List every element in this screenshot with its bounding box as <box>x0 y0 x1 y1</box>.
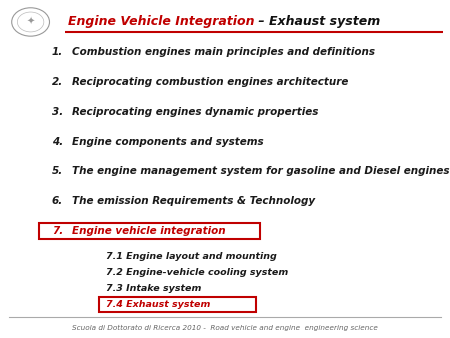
Text: Engine Vehicle Integration – Exhaust system: Engine Vehicle Integration – Exhaust sys… <box>98 15 410 28</box>
Text: 3.: 3. <box>52 107 63 117</box>
Text: 4.: 4. <box>52 137 63 147</box>
Text: – Exhaust system: – Exhaust system <box>254 15 381 28</box>
Text: Reciprocating combustion engines architecture: Reciprocating combustion engines archite… <box>72 77 348 87</box>
Text: 5.: 5. <box>52 166 63 176</box>
Text: 2.: 2. <box>52 77 63 87</box>
Text: 7.2 Engine-vehicle cooling system: 7.2 Engine-vehicle cooling system <box>106 268 288 277</box>
Text: 7.4 Exhaust system: 7.4 Exhaust system <box>106 300 210 309</box>
FancyBboxPatch shape <box>39 223 260 239</box>
Text: 1.: 1. <box>52 47 63 57</box>
Text: Engine components and systems: Engine components and systems <box>72 137 264 147</box>
Text: Reciprocating engines dynamic properties: Reciprocating engines dynamic properties <box>72 107 319 117</box>
Text: Combustion engines main principles and definitions: Combustion engines main principles and d… <box>72 47 375 57</box>
Text: Engine Vehicle Integration: Engine Vehicle Integration <box>68 15 254 28</box>
Text: 7.1 Engine layout and mounting: 7.1 Engine layout and mounting <box>106 252 276 261</box>
Text: 6.: 6. <box>52 196 63 206</box>
Text: The emission Requirements & Technology: The emission Requirements & Technology <box>72 196 315 206</box>
Text: Scuola di Dottorato di Ricerca 2010 -  Road vehicle and engine  engineering scie: Scuola di Dottorato di Ricerca 2010 - Ro… <box>72 325 378 331</box>
Text: 7.3 Intake system: 7.3 Intake system <box>106 284 201 293</box>
Text: The engine management system for gasoline and Diesel engines: The engine management system for gasolin… <box>72 166 450 176</box>
FancyBboxPatch shape <box>99 297 256 312</box>
Text: 7.: 7. <box>52 226 63 236</box>
Text: ✦: ✦ <box>27 17 35 27</box>
Text: Engine vehicle integration: Engine vehicle integration <box>72 226 225 236</box>
